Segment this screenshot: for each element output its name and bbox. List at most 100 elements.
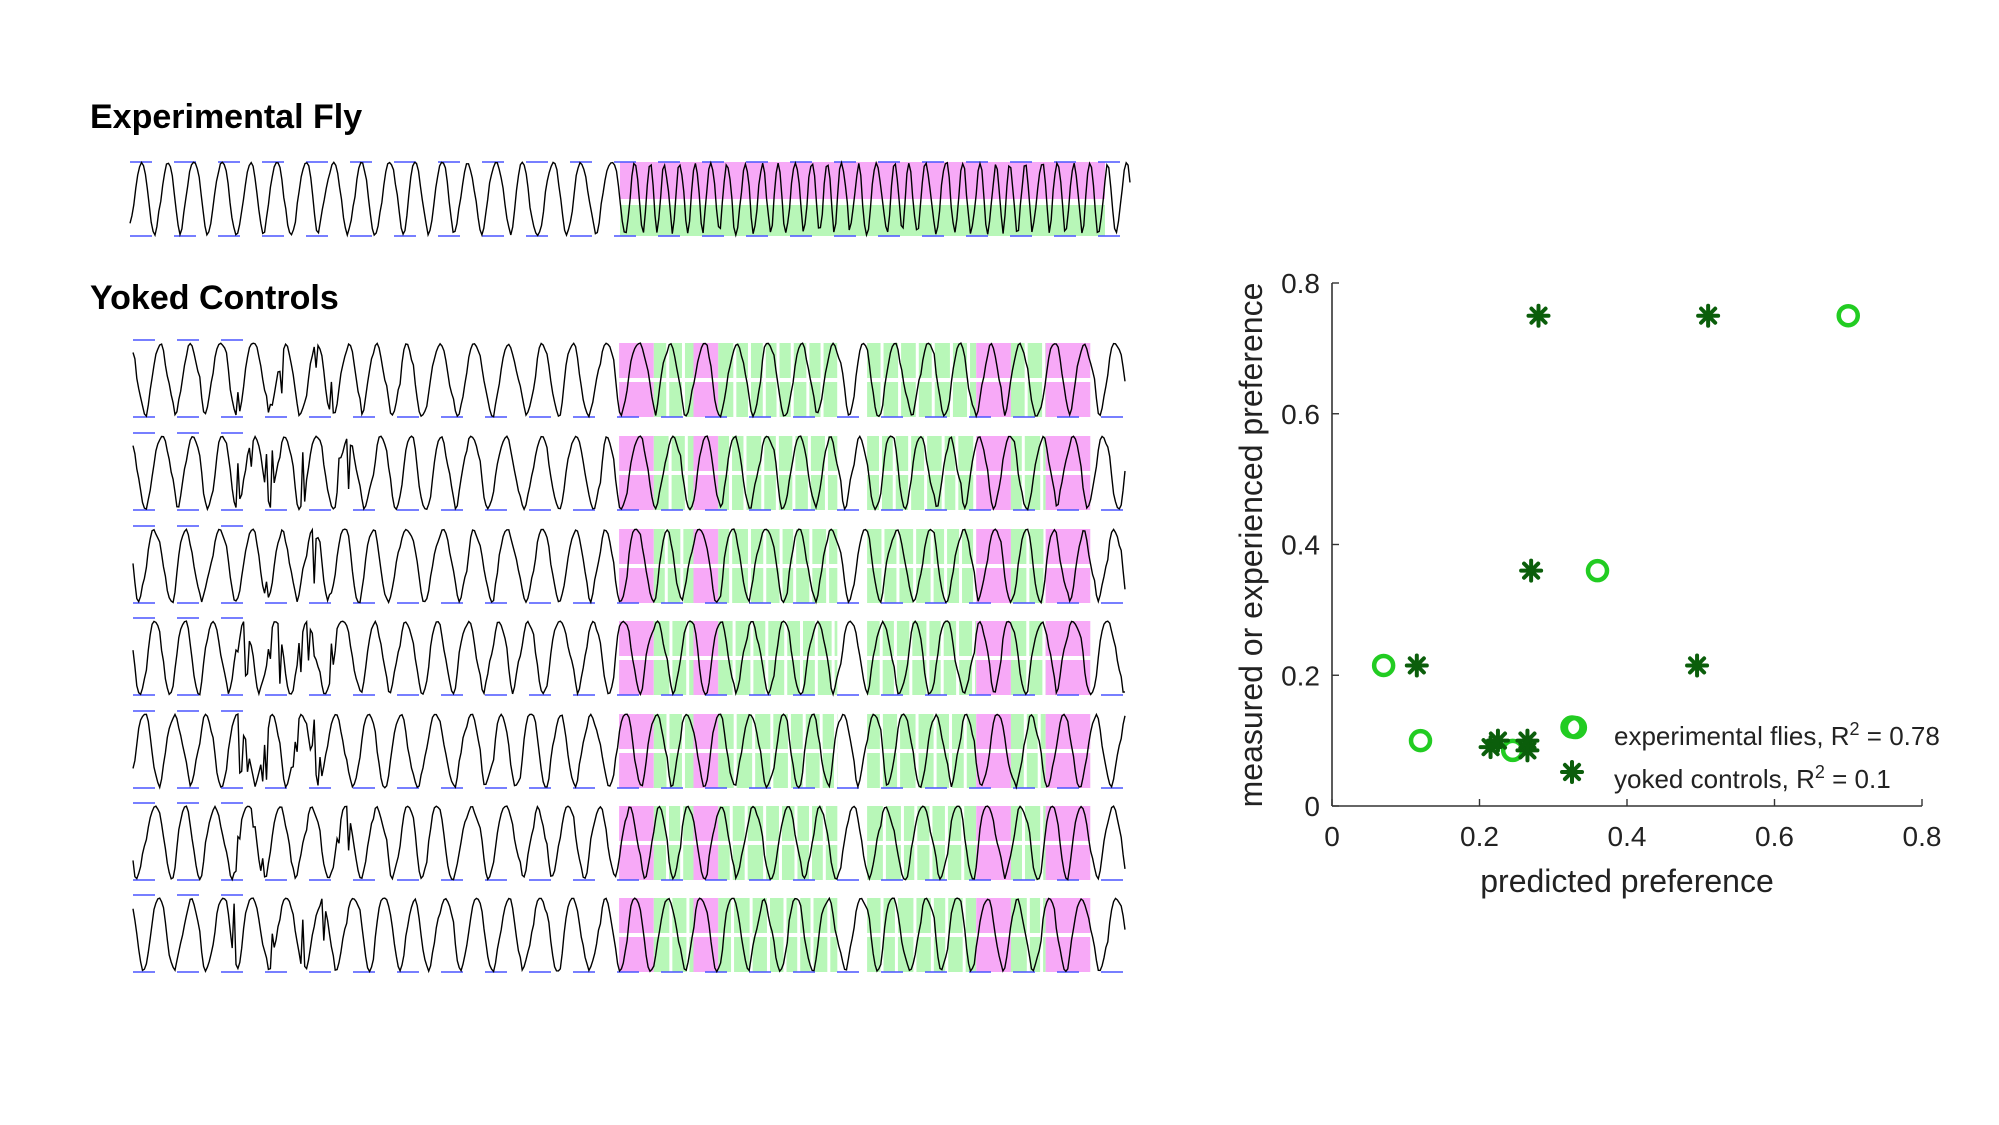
green-safe-segment xyxy=(765,382,777,417)
green-safe-segment xyxy=(1045,382,1046,417)
yoked-point xyxy=(1485,728,1510,753)
pink-punish-segment xyxy=(976,475,1011,510)
scatter-plot: 0 0.2 0.4 0.6 0.8 0 0.2 0.4 0.6 0.8 predicted pre… xyxy=(1233,268,1941,899)
pink-punish-segment xyxy=(1045,382,1091,417)
green-safe-segment xyxy=(689,937,694,972)
green-safe-segment xyxy=(669,382,682,417)
green-safe-segment xyxy=(805,753,820,788)
green-safe-segment xyxy=(683,529,694,564)
green-safe-segment xyxy=(897,937,914,972)
green-safe-segment xyxy=(966,753,977,788)
experimental-heading: Experimental Fly xyxy=(90,98,362,136)
green-safe-segment xyxy=(867,660,880,695)
green-safe-segment xyxy=(823,382,838,417)
green-safe-segment xyxy=(944,436,956,471)
green-safe-segment xyxy=(1029,937,1041,972)
green-safe-segment xyxy=(964,806,977,841)
green-safe-segment xyxy=(793,343,807,378)
pink-punish-segment xyxy=(619,475,654,510)
green-safe-segment xyxy=(769,937,784,972)
green-safe-segment xyxy=(947,568,960,603)
legend: experimental flies, R2 = 0.78 yoked cont… xyxy=(1560,715,1940,794)
x-tick-label: 0.2 xyxy=(1460,821,1499,852)
green-safe-segment xyxy=(917,806,930,841)
pink-punish-segment xyxy=(693,806,719,841)
green-safe-segment xyxy=(933,529,945,564)
green-safe-segment xyxy=(653,753,667,788)
pink-punish-segment xyxy=(1045,343,1091,378)
green-safe-segment xyxy=(747,845,764,880)
green-safe-segment xyxy=(1029,568,1044,603)
green-safe-segment xyxy=(764,436,776,471)
green-safe-segment xyxy=(1010,753,1024,788)
yoked-point xyxy=(1696,303,1721,328)
green-safe-segment xyxy=(903,806,915,841)
x-tick-label: 0.4 xyxy=(1608,821,1647,852)
green-safe-segment xyxy=(1010,475,1022,510)
green-safe-segment xyxy=(753,660,766,695)
yoked-row xyxy=(132,339,1126,419)
yoked-row xyxy=(132,432,1126,512)
green-safe-segment xyxy=(970,343,977,378)
green-safe-segment xyxy=(881,475,893,510)
x-tick-label: 0 xyxy=(1324,821,1340,852)
green-safe-segment xyxy=(964,845,977,880)
green-safe-segment xyxy=(885,845,901,880)
green-safe-segment xyxy=(766,806,779,841)
yoked-row xyxy=(132,802,1126,882)
green-safe-segment xyxy=(687,475,694,510)
green-safe-segment xyxy=(827,436,838,471)
green-safe-segment xyxy=(735,660,751,695)
green-safe-segment xyxy=(1010,621,1027,656)
green-safe-segment xyxy=(834,660,838,695)
green-safe-segment xyxy=(943,660,957,695)
yoked-point xyxy=(1685,653,1710,678)
green-safe-segment xyxy=(795,475,808,510)
green-safe-segment xyxy=(653,621,670,656)
legend-marker-asterisk xyxy=(1560,760,1584,784)
plot-axes xyxy=(1331,282,1923,807)
green-safe-segment xyxy=(812,529,827,564)
green-safe-segment xyxy=(684,714,694,749)
x-axis-label: predicted preference xyxy=(1480,863,1774,899)
green-safe-segment xyxy=(929,621,941,656)
green-safe-segment xyxy=(786,898,798,933)
green-safe-segment xyxy=(790,753,803,788)
legend-entry-yoked xyxy=(1560,760,1584,784)
tick-labels: 0 0.2 0.4 0.6 0.8 0 0.2 0.4 0.6 0.8 xyxy=(1281,268,1941,852)
green-safe-segment xyxy=(881,436,893,471)
green-safe-segment xyxy=(867,529,882,564)
green-safe-segment xyxy=(959,621,973,656)
green-safe-segment xyxy=(779,382,791,417)
green-safe-segment xyxy=(883,343,899,378)
green-safe-segment xyxy=(773,753,788,788)
green-safe-segment xyxy=(1043,475,1046,510)
pink-punish-segment xyxy=(1045,529,1091,564)
green-safe-segment xyxy=(867,436,879,471)
green-safe-segment xyxy=(669,714,682,749)
green-safe-segment xyxy=(1043,806,1046,841)
pink-punish-segment xyxy=(619,382,654,417)
legend-marker-circle xyxy=(1560,715,1584,739)
yoked-control-trace xyxy=(132,342,1126,419)
green-safe-segment xyxy=(1027,343,1043,378)
pink-punish-segment xyxy=(619,845,654,880)
green-safe-segment xyxy=(962,568,974,603)
green-safe-segment xyxy=(1045,343,1046,378)
green-safe-segment xyxy=(764,475,776,510)
yoked-control-trace xyxy=(132,804,1126,882)
green-safe-segment xyxy=(959,660,973,695)
yoked-traces xyxy=(132,339,1126,974)
green-safe-segment xyxy=(900,714,916,749)
green-safe-segment xyxy=(829,529,838,564)
green-safe-segment xyxy=(1026,753,1038,788)
green-safe-segment xyxy=(911,475,925,510)
green-safe-segment xyxy=(718,529,730,564)
green-safe-segment xyxy=(667,529,681,564)
pink-punish-segment xyxy=(693,343,719,378)
pink-punish-segment xyxy=(1045,568,1091,603)
green-safe-segment xyxy=(1043,845,1046,880)
green-safe-segment xyxy=(734,898,750,933)
pink-punish-segment xyxy=(619,898,654,933)
pink-punish-segment xyxy=(1045,621,1091,656)
